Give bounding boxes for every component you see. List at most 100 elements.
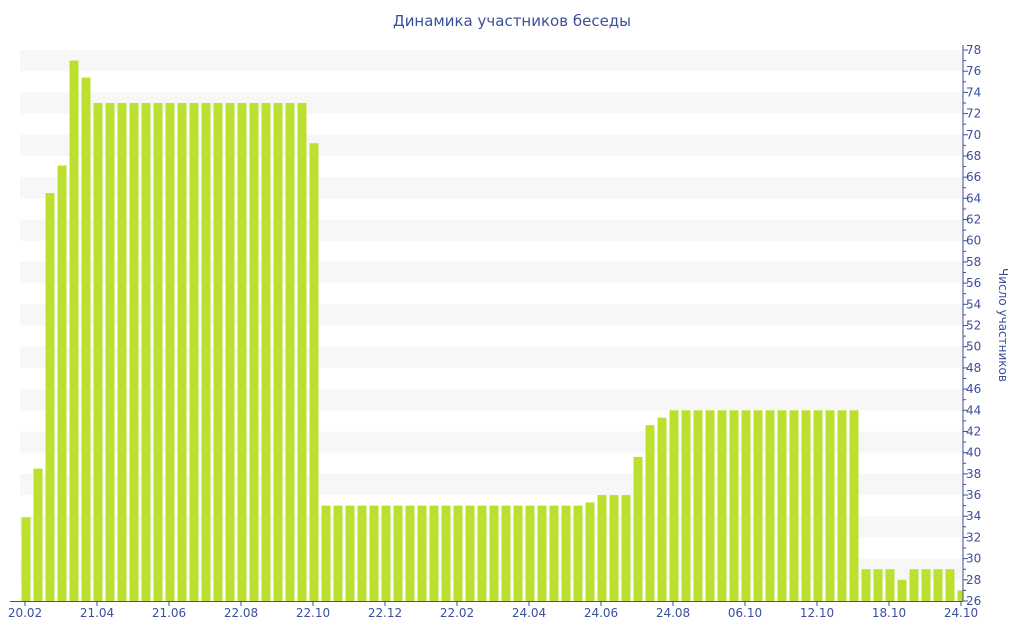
- bar: [129, 102, 139, 601]
- bar: [945, 569, 955, 601]
- y-tick-label: 38: [966, 467, 981, 481]
- bar: [957, 590, 963, 601]
- bar: [561, 505, 571, 601]
- bar: [933, 569, 943, 601]
- bar: [525, 505, 535, 601]
- bar: [753, 410, 763, 601]
- bar: [105, 102, 115, 601]
- bar: [705, 410, 715, 601]
- bar: [597, 495, 607, 601]
- bar: [33, 468, 43, 601]
- bar: [777, 410, 787, 601]
- bar: [225, 102, 235, 601]
- bar: [741, 410, 751, 601]
- x-tick-label: 18.10: [872, 606, 906, 620]
- y-tick-label: 32: [966, 530, 981, 544]
- y-tick-label: 76: [966, 64, 981, 78]
- bar: [321, 505, 331, 601]
- bar: [657, 417, 667, 601]
- y-tick-label: 60: [966, 234, 981, 248]
- bar: [825, 410, 835, 601]
- bar: [537, 505, 547, 601]
- bar: [501, 505, 511, 601]
- x-tick-label: 21.04: [80, 606, 114, 620]
- bar: [153, 102, 163, 601]
- bar: [45, 193, 55, 601]
- bar: [309, 143, 319, 601]
- bar: [369, 505, 379, 601]
- y-tick-label: 28: [966, 573, 981, 587]
- bar: [453, 505, 463, 601]
- y-tick-label: 66: [966, 170, 981, 184]
- y-tick-label: 54: [966, 297, 981, 311]
- bar: [441, 505, 451, 601]
- bar: [261, 102, 271, 601]
- bar: [333, 505, 343, 601]
- bar: [213, 102, 223, 601]
- bar: [633, 456, 643, 601]
- bar: [177, 102, 187, 601]
- bar: [57, 165, 67, 601]
- bar: [189, 102, 199, 601]
- bar: [717, 410, 727, 601]
- bar: [489, 505, 499, 601]
- y-tick-label: 40: [966, 446, 981, 460]
- bar: [585, 502, 595, 601]
- bar: [609, 495, 619, 601]
- y-tick-label: 42: [966, 424, 981, 438]
- bar: [513, 505, 523, 601]
- y-tick-label: 72: [966, 107, 981, 121]
- bar: [69, 60, 79, 602]
- y-tick-label: 58: [966, 255, 981, 269]
- y-tick-label: 78: [966, 43, 981, 57]
- bar: [873, 569, 883, 601]
- x-tick-label: 06.10: [728, 606, 762, 620]
- y-tick-label: 74: [966, 85, 981, 99]
- bar: [849, 410, 859, 601]
- bar: [93, 102, 103, 601]
- bar: [921, 569, 931, 601]
- bar: [165, 102, 175, 601]
- bar: [681, 410, 691, 601]
- bar: [801, 410, 811, 601]
- bar: [573, 505, 583, 601]
- y-tick-label: 64: [966, 191, 981, 205]
- bar: [789, 410, 799, 601]
- bar: [669, 410, 679, 601]
- bar: [693, 410, 703, 601]
- bar: [765, 410, 775, 601]
- x-tick-label: 24.08: [656, 606, 690, 620]
- x-tick-label: 22.12: [368, 606, 402, 620]
- bar: [393, 505, 403, 601]
- bar: [909, 569, 919, 601]
- bar: [897, 579, 907, 601]
- bar: [465, 505, 475, 601]
- bar: [237, 102, 247, 601]
- bar: [861, 569, 871, 601]
- x-tick-label: 20.02: [8, 606, 42, 620]
- y-tick-label: 46: [966, 382, 981, 396]
- x-tick-label: 24.10: [944, 606, 978, 620]
- y-tick-label: 56: [966, 276, 981, 290]
- y-tick-label: 70: [966, 128, 981, 142]
- x-tick-label: 22.10: [296, 606, 330, 620]
- x-tick-label: 12.10: [800, 606, 834, 620]
- bar: [477, 505, 487, 601]
- y-tick-label: 68: [966, 149, 981, 163]
- bar: [141, 102, 151, 601]
- bar: [357, 505, 367, 601]
- bar: [813, 410, 823, 601]
- bar: [297, 102, 307, 601]
- bar: [249, 102, 259, 601]
- bar: [81, 77, 91, 602]
- bar: [429, 505, 439, 601]
- x-tick-label: 24.06: [584, 606, 618, 620]
- y-tick-label: 30: [966, 552, 981, 566]
- bar: [21, 517, 31, 601]
- bar: [729, 410, 739, 601]
- bar: [285, 102, 295, 601]
- y-tick-label: 34: [966, 509, 981, 523]
- bar: [885, 569, 895, 601]
- bar: [837, 410, 847, 601]
